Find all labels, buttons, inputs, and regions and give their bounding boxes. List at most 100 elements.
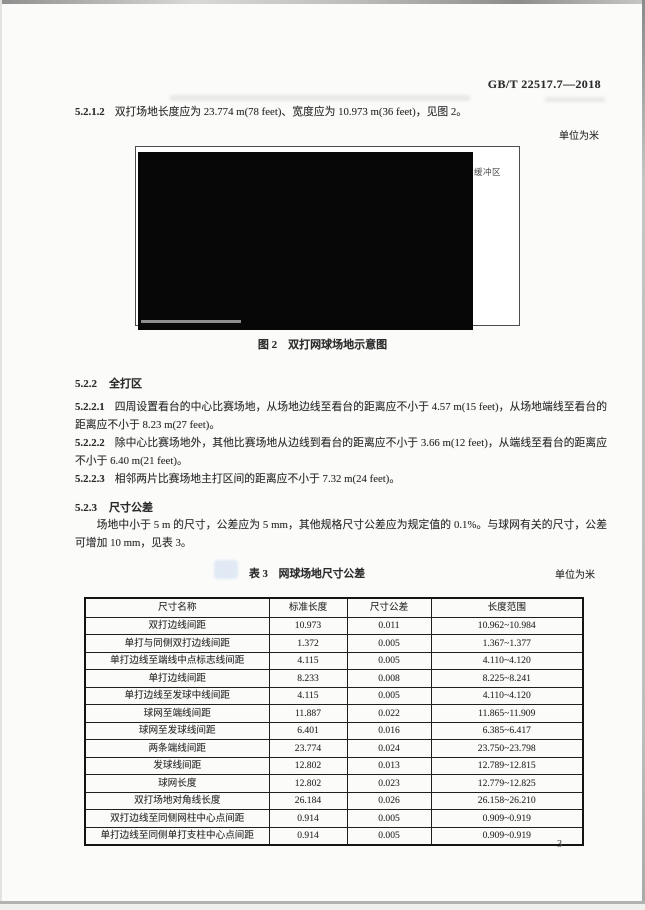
paragraph-5223: 5.2.2.3 相邻两片比赛场地主打区间的距离应不小于 7.32 m(24 fee… [75,471,607,489]
table-row: 两条端线间距 23.774 0.024 23.750~23.798 [84,739,584,758]
tolerance-table-body: 双打边线间距 10.973 0.011 10.962~10.984 单打与同侧双打边线间… [84,616,584,845]
standard-length-cell: 12.802 [268,756,348,775]
standard-length-cell: 11.887 [268,704,348,723]
paragraph-523: 场地中小于 5 m 的尺寸，公差应为 5 mm，其他规格尺寸公差应为规定值的 0… [75,519,607,549]
scan-artifact [170,95,470,101]
standard-length-cell: 0.914 [268,826,348,845]
dimension-name-cell: 球网至发球线间距 [84,721,270,740]
dimension-name-cell: 单打与同侧双打边线间距 [84,634,270,653]
length-range-cell: 1.367~1.377 [430,634,584,653]
dimension-name-cell: 发球线间距 [84,756,270,775]
table-row: 单打边线间距 8.233 0.008 8.225~8.241 [84,669,584,688]
section-title: 全打区 [109,378,142,390]
standard-length-cell: 8.233 [268,669,348,688]
section-number: 5.2.3 [75,502,97,514]
length-range-cell: 11.865~11.909 [430,704,584,723]
table-row: 发球线间距 12.802 0.013 12.789~12.815 [84,756,584,775]
clause-number: 5.2.1.2 [75,106,105,118]
table-row: 单打边线至同侧单打支柱中心点间距 0.914 0.005 0.909~0.919 [84,826,584,845]
table-row: 双打边线间距 10.973 0.011 10.962~10.984 [84,616,584,635]
dimension-name-cell: 双打场地对角线长度 [84,791,270,810]
dimension-name-cell: 球网至端线间距 [84,704,270,723]
table-row: 球网至发球线间距 6.401 0.016 6.385~6.417 [84,721,584,740]
scan-edge-top [0,0,645,4]
dimension-name-cell: 单打边线间距 [84,669,270,688]
tolerance-cell: 0.005 [346,809,432,828]
figure-2-caption: 图 2 双打网球场地示意图 [257,339,388,351]
paragraph-5222: 5.2.2.2 除中心比赛场地外，其他比赛场地从边线到看台的距离应不小于 3.66… [75,435,607,470]
col-header-standard-length: 标准长度 [268,597,348,618]
standard-length-cell: 4.115 [268,651,348,670]
clause-text: 双打场地长度应为 23.774 m(78 feet)、宽度应为 10.973 m… [114,106,468,118]
tolerance-cell: 0.005 [346,686,432,705]
clause-text: 相邻两片比赛场地主打区间的距离应不小于 7.32 m(24 feet)。 [114,473,401,485]
tolerance-cell: 0.005 [346,651,432,670]
length-range-cell: 4.110~4.120 [430,686,584,705]
clause-text: 除中心比赛场地外，其他比赛场地从边线到看台的距离应不小于 3.66 m(12 f… [75,437,607,467]
scan-edge-right [642,0,645,910]
figure-unit-note: 单位为米 [559,131,599,142]
dimension-name-cell: 单打边线至端线中点标志线间距 [84,651,270,670]
dimension-name-cell: 球网长度 [84,774,270,793]
table-row: 球网长度 12.802 0.023 12.779~12.825 [84,774,584,793]
tolerance-cell: 0.013 [346,756,432,775]
tolerance-table: 尺寸名称 标准长度 尺寸公差 长度范围 双打边线间距 10.973 0.011 10.… [84,597,584,846]
clause-text: 四周设置看台的中心比赛场地，从场地边线至看台的距离应不小于 4.57 m(15 … [75,401,607,431]
scan-artifact [545,97,605,102]
figure-2-redacted-area [138,152,473,330]
standard-length-cell: 12.802 [268,774,348,793]
figure-scale-line [141,320,241,323]
table-row: 双打边线至同侧网柱中心点间距 0.914 0.005 0.909~0.919 [84,809,584,828]
table-row: 双打场地对角线长度 26.184 0.026 26.158~26.210 [84,791,584,810]
section-number: 5.2.2 [75,378,97,390]
scan-edge-left [0,0,2,910]
dimension-name-cell: 两条端线间距 [84,739,270,758]
table-row: 单打与同侧双打边线间距 1.372 0.005 1.367~1.377 [84,634,584,653]
tolerance-cell: 0.016 [346,721,432,740]
clause-number: 5.2.2.2 [75,437,105,449]
length-range-cell: 12.789~12.815 [430,756,584,775]
stamp-watermark [214,560,238,579]
standard-length-cell: 0.914 [268,809,348,828]
dimension-name-cell: 单打边线至同侧单打支柱中心点间距 [84,826,270,845]
scan-edge-bottom [0,901,645,904]
section-title: 尺寸公差 [109,502,153,514]
table-3-caption: 表 3 网球场地尺寸公差 [248,568,366,580]
standard-length-cell: 1.372 [268,634,348,653]
length-range-cell: 12.779~12.825 [430,774,584,793]
standard-length-cell: 10.973 [268,616,348,635]
table-row: 单打边线至发球中线间距 4.115 0.005 4.110~4.120 [84,686,584,705]
tolerance-cell: 0.011 [346,616,432,635]
length-range-cell: 6.385~6.417 [430,721,584,740]
paragraph-5212: 5.2.1.2 双打场地长度应为 23.774 m(78 feet)、宽度应为 1… [75,104,607,122]
length-range-cell: 10.962~10.984 [430,616,584,635]
length-range-cell: 26.158~26.210 [430,791,584,810]
tolerance-cell: 0.026 [346,791,432,810]
length-range-cell: 23.750~23.798 [430,739,584,758]
standard-length-cell: 23.774 [268,739,348,758]
tolerance-cell: 0.008 [346,669,432,688]
table-header-row: 尺寸名称 标准长度 尺寸公差 长度范围 [84,597,584,618]
tolerance-cell: 0.024 [346,739,432,758]
tolerance-cell: 0.022 [346,704,432,723]
table-unit-note: 单位为米 [555,570,595,581]
col-header-length-range: 长度范围 [430,597,584,618]
standard-length-cell: 4.115 [268,686,348,705]
length-range-cell: 0.909~0.919 [430,809,584,828]
col-header-dimension-name: 尺寸名称 [84,597,270,618]
buffer-zone-label: 缓冲区 [474,167,502,177]
standard-length-cell: 26.184 [268,791,348,810]
scan-edge-bottom-pad [0,904,645,910]
length-range-cell: 8.225~8.241 [430,669,584,688]
dimension-name-cell: 双打边线间距 [84,616,270,635]
clause-number: 5.2.2.3 [75,473,105,485]
tolerance-cell: 0.005 [346,634,432,653]
length-range-cell: 0.909~0.919 [430,826,584,845]
section-523-heading: 5.2.3 尺寸公差 [75,499,153,515]
dimension-name-cell: 单打边线至发球中线间距 [84,686,270,705]
table-row: 球网至端线间距 11.887 0.022 11.865~11.909 [84,704,584,723]
table-row: 单打边线至端线中点标志线间距 4.115 0.005 4.110~4.120 [84,651,584,670]
tolerance-cell: 0.005 [346,826,432,845]
paragraph-5221: 5.2.2.1 四周设置看台的中心比赛场地，从场地边线至看台的距离应不小于 4.5… [75,399,607,434]
